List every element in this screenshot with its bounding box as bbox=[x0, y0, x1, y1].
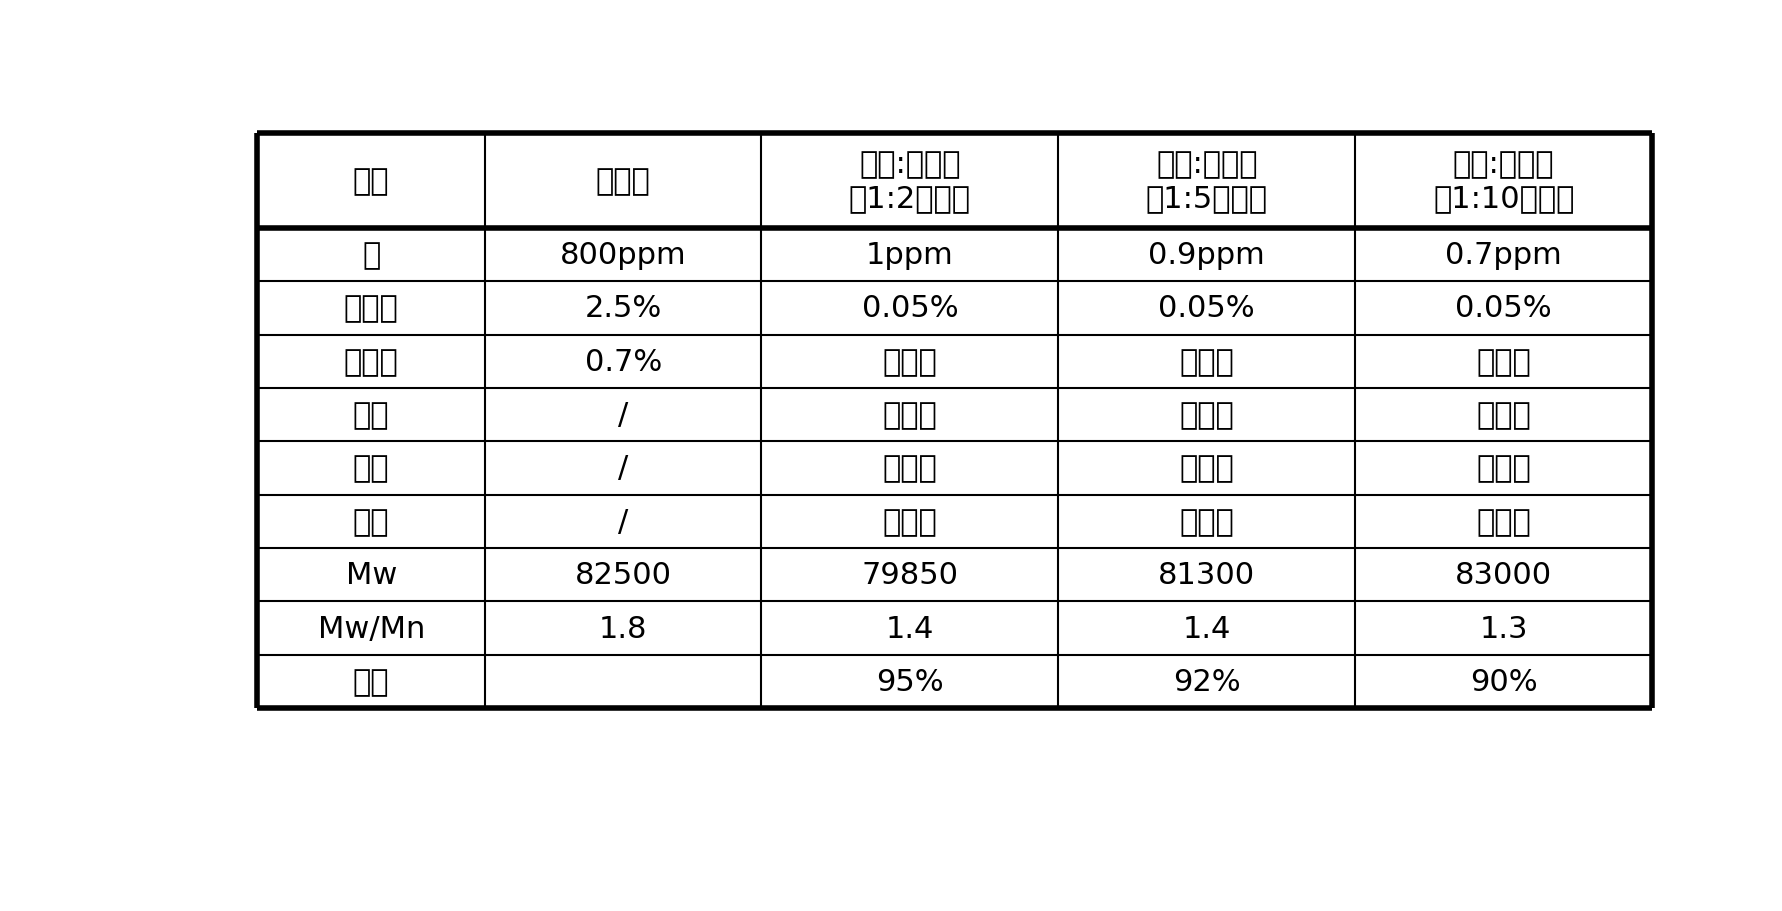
Text: Mw: Mw bbox=[346, 560, 397, 589]
Text: 未检出: 未检出 bbox=[1475, 401, 1531, 430]
Text: /: / bbox=[618, 401, 629, 430]
Text: 未检出: 未检出 bbox=[882, 507, 937, 537]
Text: 乙腈:石油醚
（1:2）处理: 乙腈:石油醚 （1:2）处理 bbox=[848, 150, 971, 212]
Text: 丙交酯: 丙交酯 bbox=[344, 294, 399, 323]
Text: 95%: 95% bbox=[877, 667, 944, 696]
Text: 0.05%: 0.05% bbox=[861, 294, 959, 323]
Text: 1ppm: 1ppm bbox=[866, 241, 953, 270]
Text: 乙腈:石油醚
（1:5）处理: 乙腈:石油醚 （1:5）处理 bbox=[1146, 150, 1267, 212]
Text: 乙交酯: 乙交酯 bbox=[344, 347, 399, 376]
Text: 0.9ppm: 0.9ppm bbox=[1148, 241, 1265, 270]
Text: 未检出: 未检出 bbox=[1180, 507, 1235, 537]
Text: 未检出: 未检出 bbox=[882, 454, 937, 483]
Text: 79850: 79850 bbox=[861, 560, 959, 589]
Text: 83000: 83000 bbox=[1456, 560, 1552, 589]
Text: 1.8: 1.8 bbox=[599, 614, 647, 643]
Text: 戊醇: 戊醇 bbox=[353, 507, 390, 537]
Text: 乙腈: 乙腈 bbox=[353, 454, 390, 483]
Text: 得率: 得率 bbox=[353, 667, 390, 696]
Text: 1.4: 1.4 bbox=[886, 614, 934, 643]
Text: 未检出: 未检出 bbox=[1180, 401, 1235, 430]
Text: 82500: 82500 bbox=[576, 560, 672, 589]
Text: 90%: 90% bbox=[1470, 667, 1538, 696]
Text: 81300: 81300 bbox=[1158, 560, 1255, 589]
Text: 处理前: 处理前 bbox=[595, 167, 650, 196]
Text: 锡: 锡 bbox=[362, 241, 380, 270]
Text: 未检出: 未检出 bbox=[1475, 507, 1531, 537]
Text: 0.05%: 0.05% bbox=[1456, 294, 1552, 323]
Text: Mw/Mn: Mw/Mn bbox=[317, 614, 424, 643]
Text: 未检出: 未检出 bbox=[882, 401, 937, 430]
Text: 项目: 项目 bbox=[353, 167, 390, 196]
Text: 未检出: 未检出 bbox=[1475, 454, 1531, 483]
Text: 800ppm: 800ppm bbox=[560, 241, 686, 270]
Text: /: / bbox=[618, 454, 629, 483]
Text: 1.4: 1.4 bbox=[1183, 614, 1231, 643]
Text: 未检出: 未检出 bbox=[1180, 347, 1235, 376]
Text: 乙腈:石油醚
（1:10）处理: 乙腈:石油醚 （1:10）处理 bbox=[1433, 150, 1574, 212]
Text: 未检出: 未检出 bbox=[882, 347, 937, 376]
Text: 未检出: 未检出 bbox=[1475, 347, 1531, 376]
Text: 0.7%: 0.7% bbox=[584, 347, 661, 376]
Text: 未检出: 未检出 bbox=[1180, 454, 1235, 483]
Text: 1.3: 1.3 bbox=[1479, 614, 1527, 643]
Text: 0.7ppm: 0.7ppm bbox=[1445, 241, 1563, 270]
Text: 乙醇: 乙醇 bbox=[353, 401, 390, 430]
Text: 2.5%: 2.5% bbox=[584, 294, 661, 323]
Text: 92%: 92% bbox=[1173, 667, 1240, 696]
Text: /: / bbox=[618, 507, 629, 537]
Text: 0.05%: 0.05% bbox=[1158, 294, 1255, 323]
